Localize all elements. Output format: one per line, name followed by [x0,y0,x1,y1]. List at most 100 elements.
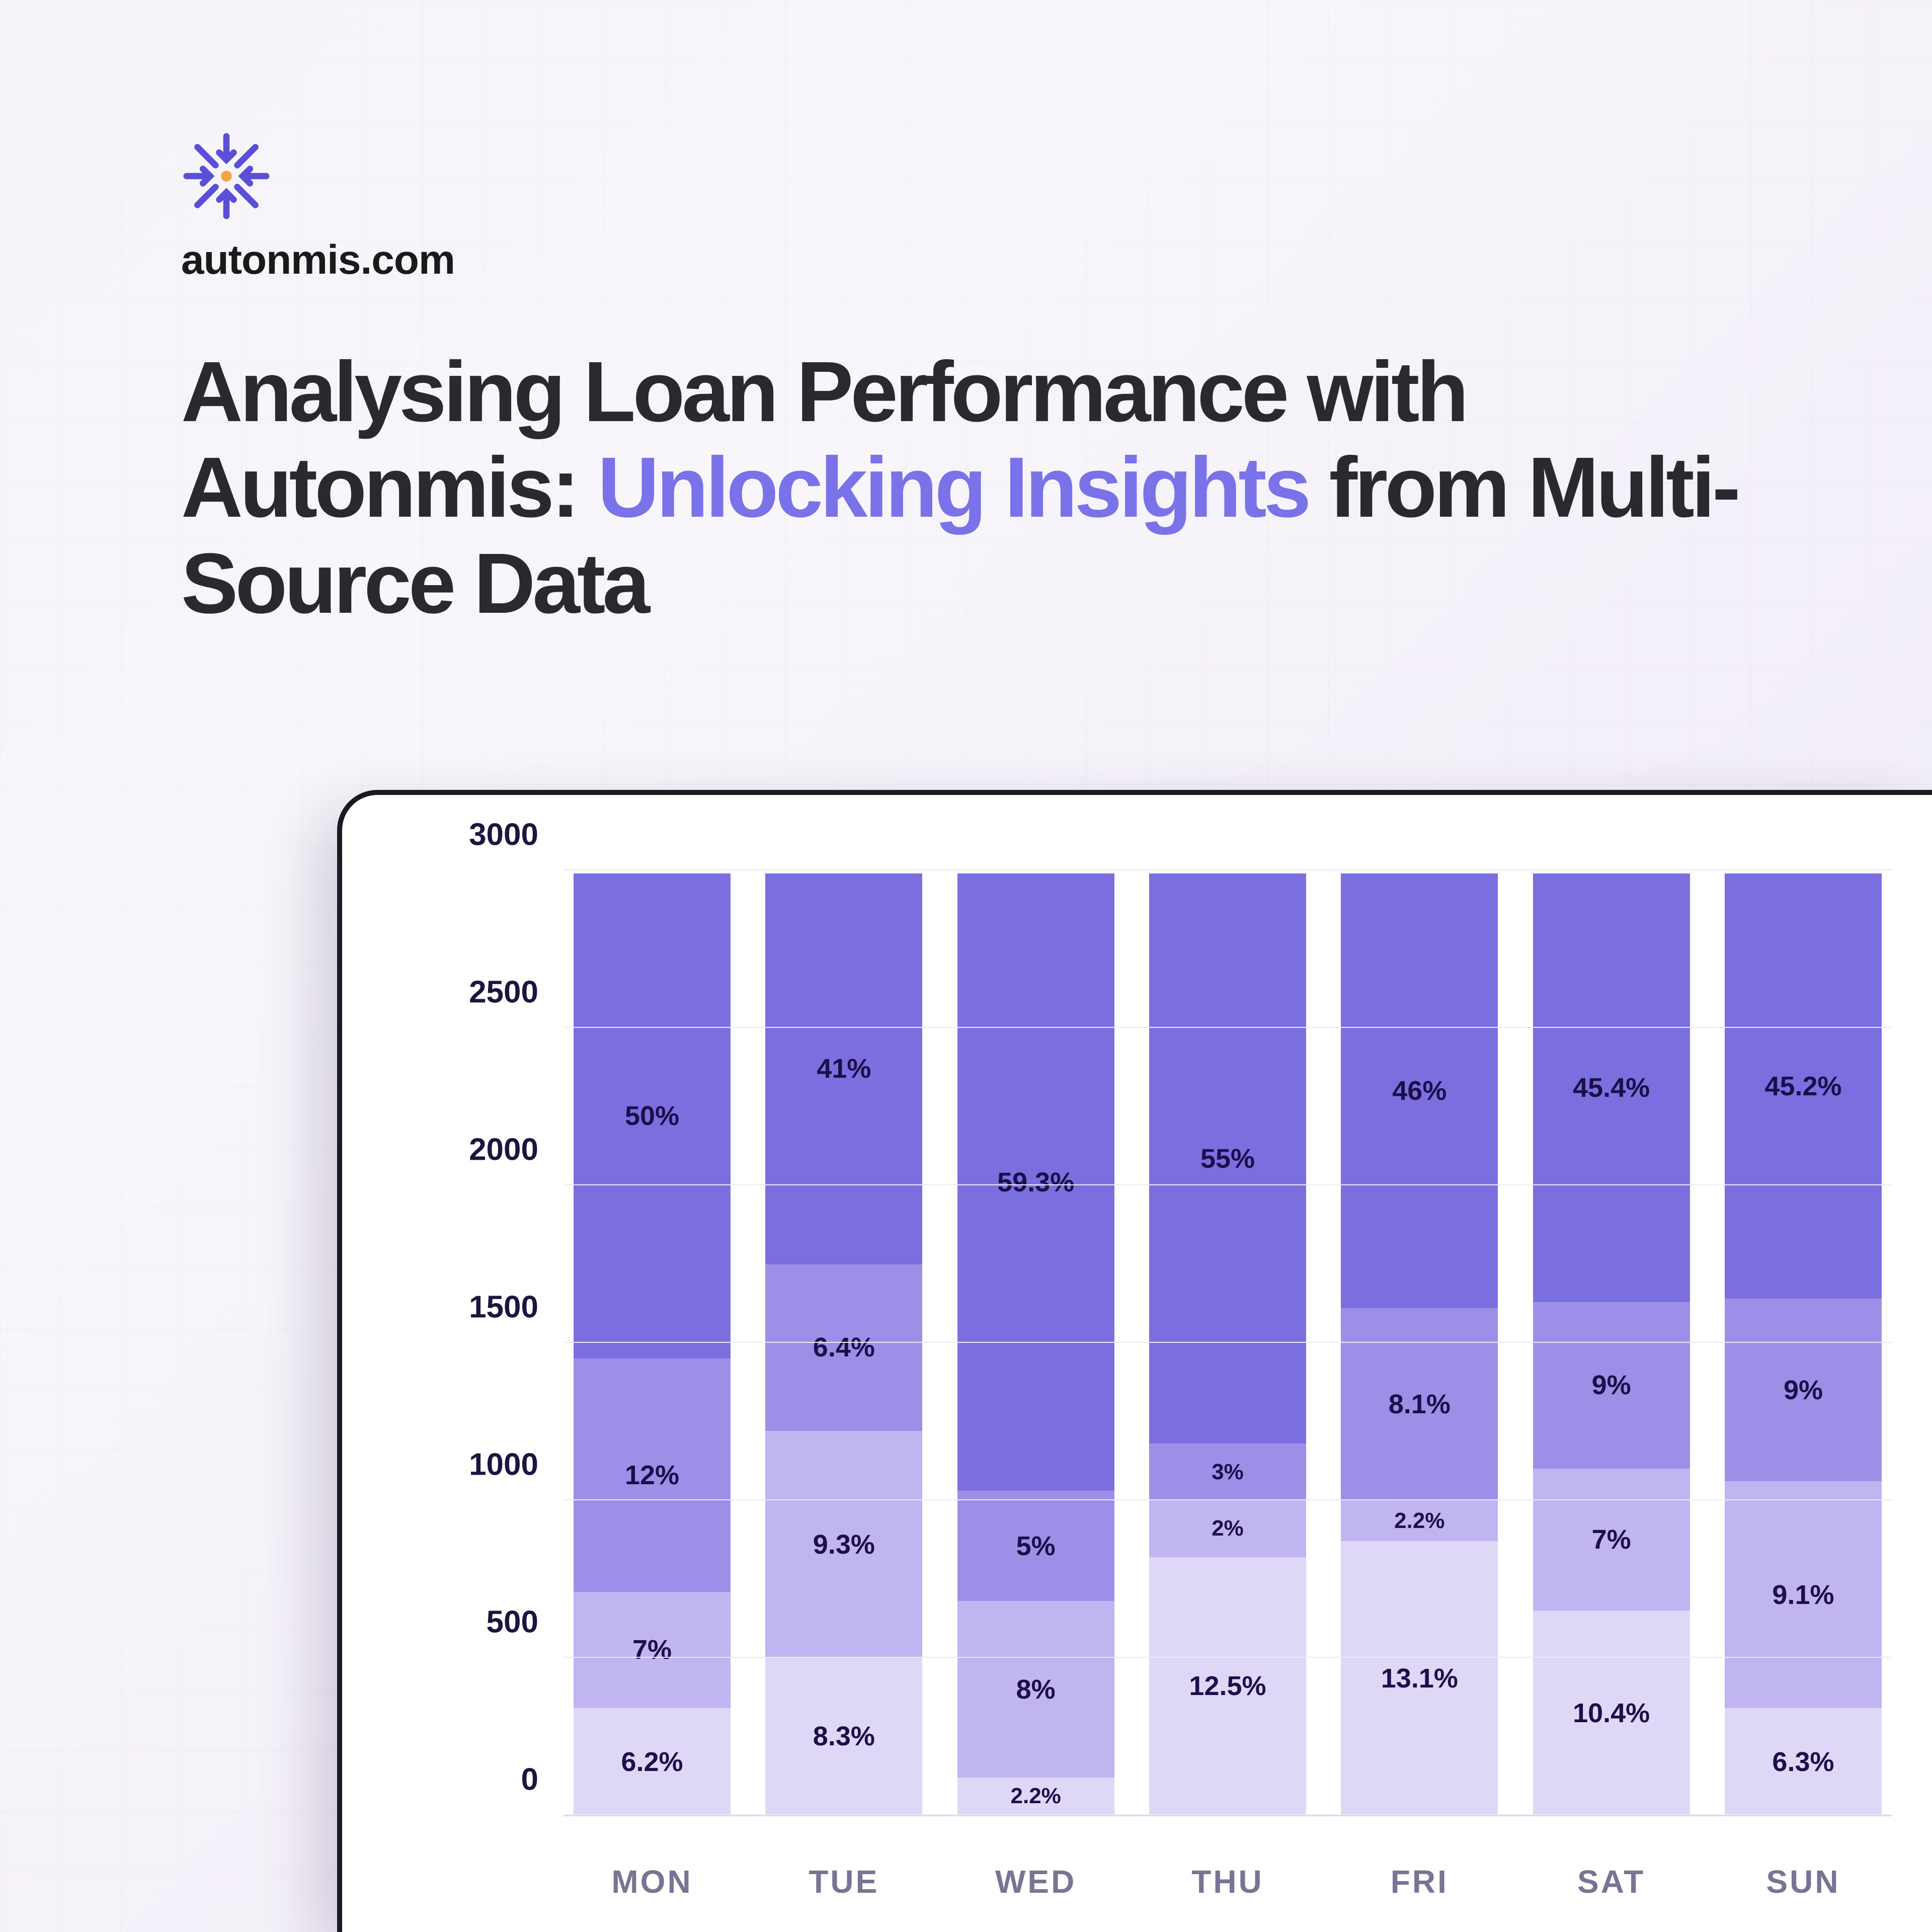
chart-bar: 50% 12% 7% 6.2% [574,873,731,1815]
chart-segment-label: 9% [1784,1375,1823,1406]
chart-bar-segment: 9% [1533,1302,1690,1469]
chart-bar-segment: 45.4% [1533,873,1690,1302]
chart-segment-label: 12% [625,1460,679,1491]
chart-segment-label: 9.1% [1772,1579,1834,1611]
chart-bar-segment: 5% [957,1491,1114,1601]
chart-segment-label: 5% [1016,1531,1056,1562]
chart-segment-label: 55% [1200,1143,1255,1174]
chart-bar-column: 45.2% 9% 9.1% 6.3% [1725,870,1882,1815]
chart-ytick: 500 [487,1604,538,1640]
chart-segment-label: 9.3% [813,1529,875,1560]
chart-segment-label: 8.3% [813,1721,875,1752]
chart-area: 50% 12% 7% 6.2% 41% 6.4% 9.3% 8.3% 59.3% 5% 8% 2.2%… [423,870,1902,1932]
chart-bar-segment: 13.1% [1341,1541,1498,1815]
chart-bar-column: 55% 3% 2% 12.5% [1149,870,1306,1815]
chart-gridline [564,869,1892,870]
chart-bar-segment: 55% [1149,873,1306,1443]
chart-segment-label: 7% [1592,1524,1631,1555]
chart-bar-column: 50% 12% 7% 6.2% [574,870,731,1815]
chart-xlabel: MON [574,1863,731,1900]
chart-bar-segment: 12% [574,1358,731,1591]
chart-segment-label: 9% [1592,1370,1631,1401]
brand-block: autonmis.com [181,131,1751,284]
chart-xlabel: FRI [1341,1863,1498,1900]
chart-gridline [564,1184,1892,1185]
chart-bar-segment: 3% [1149,1443,1306,1500]
chart-segment-label: 7% [632,1634,672,1665]
chart-bar: 45.2% 9% 9.1% 6.3% [1725,873,1882,1815]
chart-bar-segment: 45.2% [1725,873,1882,1299]
chart-ytick: 2000 [469,1132,538,1168]
chart-bar-segment: 7% [1533,1469,1690,1611]
chart-segment-label: 6.3% [1772,1746,1834,1778]
chart-bars-row: 50% 12% 7% 6.2% 41% 6.4% 9.3% 8.3% 59.3% 5% 8% 2.2%… [564,870,1892,1815]
chart-segment-label: 3% [1212,1460,1244,1485]
chart-bar-column: 59.3% 5% 8% 2.2% [957,870,1114,1815]
chart-gridline [564,1342,1892,1343]
chart-gridline [564,1657,1892,1658]
chart-gridline [564,1814,1892,1815]
chart-bar-segment: 2.2% [1341,1500,1498,1541]
chart-bar-column: 41% 6.4% 9.3% 8.3% [765,870,922,1815]
chart-xlabel: SAT [1533,1863,1690,1900]
chart-bar-segment: 6.4% [765,1264,922,1431]
autonmis-logo-icon [181,131,272,221]
chart-segment-label: 2.2% [1011,1784,1061,1809]
chart-segment-label: 46% [1392,1075,1446,1106]
headline-accent: Unlocking Insights [598,440,1309,535]
chart-xlabel: TUE [765,1863,922,1900]
chart-bar-column: 46% 8.1% 2.2% 13.1% [1341,870,1498,1815]
chart-card: 50% 12% 7% 6.2% 41% 6.4% 9.3% 8.3% 59.3% 5% 8% 2.2%… [337,790,1932,1932]
chart-bar-segment: 10.4% [1533,1611,1690,1815]
chart-bar-segment: 6.3% [1725,1708,1882,1815]
chart-bar-segment: 9% [1725,1299,1882,1481]
chart-bar-segment: 6.2% [574,1708,731,1815]
chart-ytick: 1000 [469,1447,538,1483]
chart-segment-label: 8.1% [1389,1389,1451,1420]
chart-bar: 41% 6.4% 9.3% 8.3% [765,873,922,1815]
chart-ytick: 2500 [469,975,538,1010]
chart-bar-segment: 46% [1341,873,1498,1308]
chart-xlabel: SUN [1725,1863,1882,1900]
chart-segment-label: 50% [625,1100,679,1132]
chart-ytick: 0 [521,1762,538,1798]
chart-bar-segment: 8.3% [765,1658,922,1815]
chart-segment-label: 6.4% [813,1332,875,1363]
chart-segment-label: 10.4% [1573,1698,1650,1729]
chart-bar-segment: 8% [957,1601,1114,1778]
page-headline: Analysing Loan Performance with Autonmis… [181,344,1751,631]
chart-ytick: 1500 [469,1290,538,1325]
chart-bar-segment: 7% [574,1592,731,1709]
chart-segment-label: 59.3% [997,1167,1074,1198]
chart-segment-label: 6.2% [621,1746,683,1778]
chart-segment-label: 8% [1016,1674,1056,1705]
chart-xlabel: WED [957,1863,1114,1900]
chart-bar: 45.4% 9% 7% 10.4% [1533,873,1690,1815]
chart-bar-segment: 9.3% [765,1431,922,1658]
chart-segment-label: 2.2% [1394,1508,1444,1534]
brand-site-text: autonmis.com [181,236,1751,284]
chart-segment-label: 45.4% [1573,1072,1650,1103]
chart-bar-segment: 9.1% [1725,1481,1882,1708]
chart-bar-segment: 41% [765,873,922,1264]
chart-gridline [564,1027,1892,1028]
chart-gridline [564,1499,1892,1500]
chart-bar-segment: 2.2% [957,1778,1114,1815]
chart-segment-label: 12.5% [1189,1670,1266,1702]
chart-bar-segment: 59.3% [957,873,1114,1491]
chart-ytick: 3000 [469,817,538,853]
chart-segment-label: 41% [817,1053,871,1084]
chart-segment-label: 45.2% [1764,1071,1841,1102]
chart-bar: 55% 3% 2% 12.5% [1149,873,1306,1815]
chart-segment-label: 13.1% [1381,1663,1458,1694]
chart-bar-segment: 8.1% [1341,1308,1498,1500]
chart-xlabels: MON TUE WED THU FRI SAT SUN [564,1831,1892,1932]
chart-bar: 46% 8.1% 2.2% 13.1% [1341,873,1498,1815]
chart-xlabel: THU [1149,1863,1306,1900]
page: autonmis.com Analysing Loan Performance … [0,0,1932,1932]
chart-bar-segment: 2% [1149,1500,1306,1557]
chart-bar-segment: 12.5% [1149,1557,1306,1815]
chart-bar: 59.3% 5% 8% 2.2% [957,873,1114,1815]
chart-segment-label: 2% [1212,1516,1244,1541]
chart-bar-segment: 50% [574,873,731,1358]
